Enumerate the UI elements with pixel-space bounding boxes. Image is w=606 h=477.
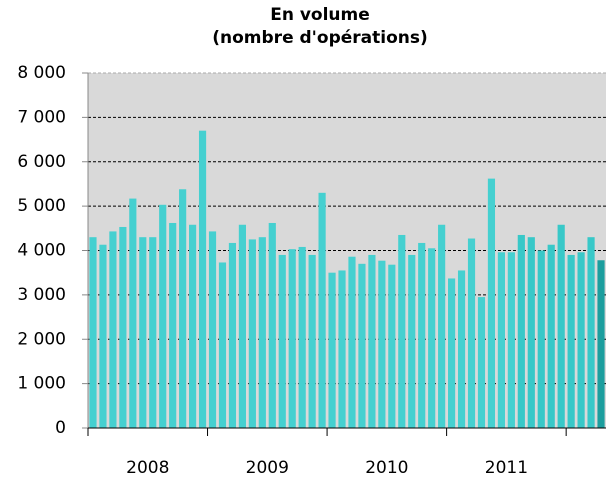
bar — [119, 226, 127, 428]
y-tick-label: 0 — [55, 418, 66, 438]
bar — [149, 237, 157, 428]
bar — [89, 237, 97, 428]
bar — [179, 189, 187, 428]
bar — [198, 130, 207, 428]
bar — [418, 242, 426, 428]
bar — [368, 254, 376, 428]
bar — [268, 222, 276, 428]
bar — [99, 244, 107, 428]
bar — [408, 254, 416, 428]
bar — [258, 237, 266, 428]
bar — [517, 234, 525, 428]
bar — [537, 250, 545, 428]
bar — [238, 224, 246, 428]
bar — [547, 244, 555, 428]
bar — [497, 252, 505, 428]
y-tick-label: 2 000 — [17, 329, 66, 349]
y-tick-label: 7 000 — [17, 107, 66, 127]
chart-subtitle: (nombre d'opérations) — [212, 28, 428, 48]
bar — [109, 231, 117, 428]
bar — [587, 237, 595, 428]
bar — [597, 260, 605, 428]
y-tick-label: 5 000 — [17, 196, 66, 216]
bar — [507, 252, 515, 428]
bar — [228, 242, 237, 428]
bar — [308, 254, 316, 428]
y-tick-label: 8 000 — [17, 63, 66, 83]
bar — [328, 272, 336, 428]
bar — [388, 264, 396, 428]
y-tick-label: 4 000 — [17, 241, 66, 261]
bar — [527, 237, 535, 428]
bar — [398, 234, 406, 428]
y-tick-label: 1 000 — [17, 374, 66, 394]
bar — [248, 239, 256, 428]
x-group-label: 2010 — [365, 458, 408, 477]
bar — [288, 249, 296, 428]
bar — [338, 270, 346, 428]
bar — [577, 252, 585, 428]
bar — [358, 263, 366, 428]
bar — [467, 238, 476, 428]
y-tick-label: 3 000 — [17, 285, 66, 305]
bar — [557, 224, 565, 428]
x-group-label: 2011 — [485, 458, 528, 477]
bar — [348, 256, 356, 428]
bar — [318, 192, 326, 428]
bar — [218, 262, 227, 428]
bar — [448, 278, 456, 428]
bar — [208, 231, 217, 428]
bar — [189, 224, 197, 428]
x-group-label: 2008 — [126, 458, 169, 477]
bar — [378, 260, 386, 428]
bar — [457, 270, 466, 428]
y-tick-label: 6 000 — [17, 152, 66, 172]
bar — [477, 297, 486, 428]
chart-title: En volume — [270, 5, 370, 25]
bar — [298, 246, 306, 428]
bar — [438, 224, 446, 428]
bar — [567, 254, 575, 428]
bar — [169, 222, 177, 428]
bar — [129, 198, 137, 428]
bar — [487, 178, 496, 428]
bar — [428, 248, 436, 428]
x-group-label: 2009 — [246, 458, 289, 477]
bar — [278, 254, 286, 428]
bar — [159, 204, 167, 428]
bar — [139, 237, 147, 428]
